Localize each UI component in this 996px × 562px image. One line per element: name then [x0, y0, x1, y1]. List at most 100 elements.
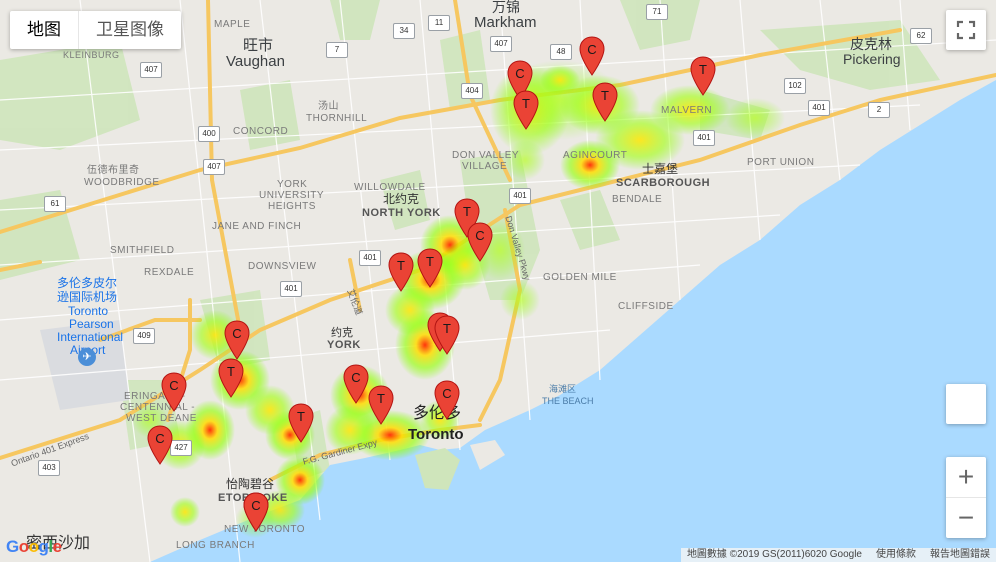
shield-407-a: 407 [490, 36, 512, 52]
place-thornhill-zh: 汤山 [318, 101, 339, 112]
fullscreen-button[interactable] [946, 10, 986, 50]
place-toronto: Toronto [408, 426, 464, 443]
place-eringate-3: WEST DEANE [126, 413, 197, 424]
place-rexdale: REXDALE [144, 267, 195, 278]
marker-t-midtown-2[interactable]: T [434, 315, 460, 355]
marker-c-west-1[interactable]: C [343, 364, 369, 404]
shield-401-d: 401 [808, 100, 830, 116]
place-kleinburg: KLEINBURG [63, 50, 120, 60]
marker-t-west-1[interactable]: T [368, 385, 394, 425]
shield-401-a: 401 [359, 250, 381, 266]
shield-48: 48 [550, 44, 572, 60]
shield-11: 11 [428, 15, 450, 31]
place-port-union: PORT UNION [747, 157, 815, 168]
place-the-beach: THE BEACH [542, 396, 594, 406]
marker-letter: C [155, 431, 165, 446]
shield-403: 403 [38, 460, 60, 476]
marker-letter: T [601, 88, 609, 103]
place-eringate-1: ERINGATE - [124, 391, 186, 402]
marker-letter: T [443, 321, 451, 336]
marker-letter: T [297, 409, 305, 424]
shield-404: 404 [461, 83, 483, 99]
place-pickering: Pickering [843, 51, 901, 67]
place-downsview: DOWNSVIEW [248, 261, 317, 272]
place-thornhill: THORNHILL [306, 113, 368, 124]
map-pin-icon [388, 252, 414, 292]
marker-c-etobicoke-3[interactable]: C [147, 425, 173, 465]
google-logo[interactable]: Google [6, 537, 62, 556]
airport-icon: ✈ [78, 348, 96, 366]
marker-c-etobicoke-1[interactable]: C [224, 320, 250, 360]
map-pin-icon [454, 198, 480, 238]
map-pin-icon [288, 403, 314, 443]
place-york: YORK [327, 339, 361, 351]
fullscreen-icon [956, 20, 976, 40]
place-bendale: BENDALE [612, 194, 663, 205]
marker-letter: T [522, 96, 530, 111]
report-error-link[interactable]: 報告地圖錯誤 [930, 549, 990, 560]
place-malvern: MALVERN [661, 105, 713, 116]
place-wangshi: 旺市 [243, 37, 274, 54]
shield-34: 34 [393, 23, 415, 39]
marker-letter: C [251, 498, 261, 513]
shield-62: 62 [910, 28, 932, 44]
zoom-out-button[interactable]: − [946, 497, 986, 538]
marker-c-north-york[interactable]: C [467, 222, 493, 262]
place-tujiabao: 士嘉堡 [642, 162, 679, 176]
shield-401-b: 401 [280, 281, 302, 297]
marker-c-markham-1[interactable]: C [579, 36, 605, 76]
map-type-satellite-button[interactable]: 卫星图像 [78, 11, 181, 49]
shield-2: 2 [868, 102, 890, 118]
marker-t-malvern[interactable]: T [690, 56, 716, 96]
marker-c-etobicoke-2[interactable]: C [161, 372, 187, 412]
place-woodbridge-zh: 伍德布里奇 [87, 165, 140, 176]
marker-t-agincourt[interactable]: T [592, 82, 618, 122]
place-york-univ-3: HEIGHTS [268, 201, 316, 212]
map-type-map-button[interactable]: 地图 [27, 20, 61, 39]
marker-t-markham[interactable]: T [513, 90, 539, 130]
place-village: VILLAGE [462, 161, 508, 172]
place-golden-mile: GOLDEN MILE [543, 272, 617, 283]
place-etobicoke-zh: 怡陶碧谷 [226, 477, 275, 491]
place-pikelin: 皮克林 [850, 36, 892, 52]
marker-letter: T [377, 391, 385, 406]
place-woodbridge: WOODBRIDGE [84, 177, 160, 188]
marker-t-north-york-3[interactable]: T [417, 248, 443, 288]
marker-letter: T [463, 204, 471, 219]
zoom-control: + − [946, 457, 986, 538]
map-pin-icon [243, 492, 269, 532]
place-cliffside: CLIFFSIDE [618, 301, 674, 312]
place-concord: CONCORD [233, 126, 289, 137]
zoom-in-button[interactable]: + [957, 461, 975, 492]
marker-t-north-york-2[interactable]: T [388, 252, 414, 292]
marker-c-downtown[interactable]: C [434, 380, 460, 420]
place-markham: Markham [474, 14, 537, 31]
marker-t-west-2[interactable]: T [288, 403, 314, 443]
shield-7: 7 [326, 42, 348, 58]
shield-71: 71 [646, 4, 668, 20]
place-maple: MAPLE [214, 19, 251, 30]
place-scarborough: SCARBOROUGH [616, 177, 711, 189]
map-pin-icon [417, 248, 443, 288]
place-don-valley: DON VALLEY [452, 150, 520, 161]
marker-t-etobicoke-1[interactable]: T [218, 358, 244, 398]
street-view-pegman-button[interactable] [946, 384, 986, 424]
place-agincourt: AGINCOURT [563, 150, 628, 161]
map-type-control: 地图 卫星图像 [10, 11, 181, 49]
marker-letter: T [426, 254, 434, 269]
place-york-univ-1: YORK [277, 179, 308, 190]
map-pin-icon [434, 315, 460, 355]
terms-link[interactable]: 使用條款 [876, 549, 916, 560]
attribution-footer: 地圖數據 ©2019 GS(2011)6020 Google 使用條款 報告地圖… [680, 548, 996, 562]
marker-letter: T [227, 364, 235, 379]
marker-letter: C [442, 386, 452, 401]
map-pin-icon [690, 56, 716, 96]
map-data-attribution[interactable]: 地圖數據 ©2019 GS(2011)6020 Google [686, 549, 862, 560]
map-pin-icon [368, 385, 394, 425]
marker-t-north-york-1[interactable]: T [454, 198, 480, 238]
shield-407-b: 407 [203, 159, 225, 175]
marker-c-new-toronto[interactable]: C [243, 492, 269, 532]
marker-letter: C [515, 66, 525, 81]
